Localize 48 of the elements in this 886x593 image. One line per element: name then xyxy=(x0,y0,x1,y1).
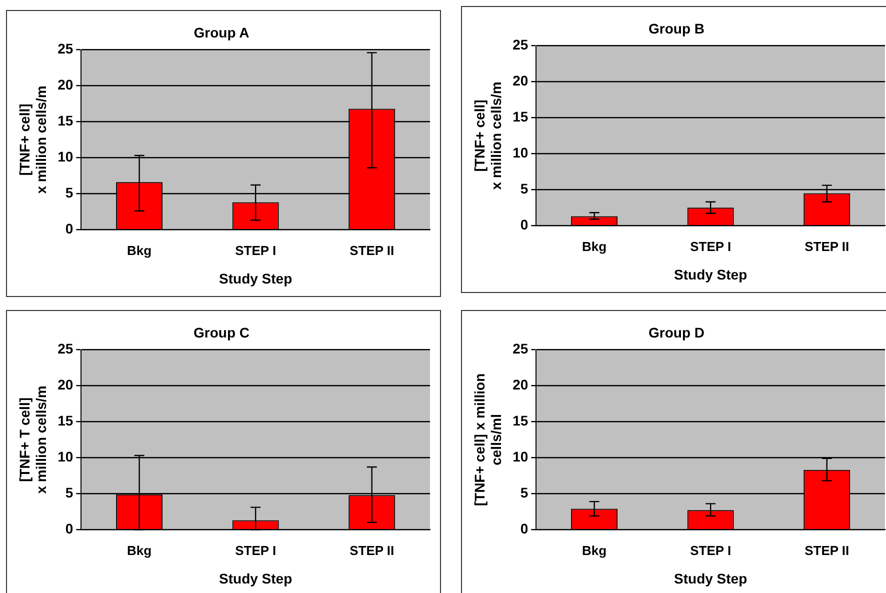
y-tick-label: 25 xyxy=(58,40,74,57)
x-tick-label: STEP II xyxy=(804,542,850,558)
x-tick-label: STEP I xyxy=(235,542,276,558)
y-tick-label: 15 xyxy=(512,108,528,125)
y-tick-label: 25 xyxy=(58,340,74,357)
x-tick-label: Bkg xyxy=(127,242,152,258)
x-axis-title: Study Step xyxy=(219,570,292,586)
y-tick-label: 0 xyxy=(65,220,74,236)
x-axis-title: Study Step xyxy=(674,570,748,586)
x-tick-label: STEP II xyxy=(350,242,394,258)
x-axis-title: Study Step xyxy=(674,266,748,282)
chart-title: Group D xyxy=(648,324,704,340)
x-tick-label: STEP I xyxy=(690,238,732,254)
y-tick-label: 25 xyxy=(512,36,528,53)
chart-title: Group C xyxy=(194,324,250,340)
y-tick-label: 15 xyxy=(58,112,74,129)
x-tick-label: STEP II xyxy=(804,238,850,254)
y-axis-title: [TNF+ cell] x million cells/m xyxy=(16,86,50,194)
x-axis-title: Study Step xyxy=(219,270,292,286)
chart-title: Group B xyxy=(648,20,704,36)
y-tick-label: 0 xyxy=(520,216,528,232)
y-tick-label: 10 xyxy=(58,448,74,465)
y-tick-label: 10 xyxy=(512,144,528,161)
chart-title: Group A xyxy=(194,24,250,40)
y-tick-label: 5 xyxy=(65,484,74,500)
x-tick-label: Bkg xyxy=(127,542,152,558)
x-tick-label: STEP I xyxy=(235,242,276,258)
y-tick-label: 5 xyxy=(65,184,74,200)
x-tick-label: STEP I xyxy=(690,542,732,558)
y-tick-label: 20 xyxy=(58,76,74,93)
y-axis-title: [TNF+ cell] x million cells/ml xyxy=(471,373,504,506)
y-tick-label: 10 xyxy=(512,448,528,465)
x-tick-label: Bkg xyxy=(582,238,607,254)
y-tick-label: 20 xyxy=(512,72,528,89)
y-axis-title: [TNF+ cell] x million cells/m xyxy=(471,82,504,190)
y-tick-label: 0 xyxy=(520,520,528,536)
y-axis-title: [TNF+ T cell] x million cells/m xyxy=(16,386,50,494)
x-tick-label: Bkg xyxy=(582,542,607,558)
y-tick-label: 0 xyxy=(65,520,74,536)
x-tick-label: STEP II xyxy=(350,542,394,558)
y-tick-label: 15 xyxy=(512,412,528,429)
y-tick-label: 25 xyxy=(512,340,528,357)
y-tick-label: 5 xyxy=(520,484,528,500)
y-tick-label: 5 xyxy=(520,180,528,196)
y-tick-label: 15 xyxy=(58,412,74,429)
y-tick-label: 20 xyxy=(512,376,528,393)
y-tick-label: 10 xyxy=(58,148,74,165)
y-tick-label: 20 xyxy=(58,376,74,393)
